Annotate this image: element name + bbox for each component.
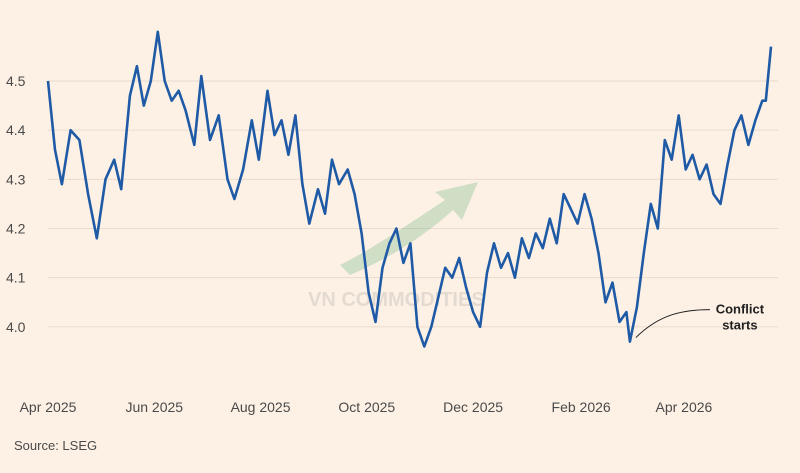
x-tick-label: Apr 2026 [656,399,713,415]
x-tick-label: Aug 2025 [231,399,291,415]
annotation-label: Conflict [716,302,765,317]
y-tick-label: 4.2 [6,221,26,237]
source-note: Source: LSEG [14,438,98,453]
y-axis-ticks: 4.0 4.1 4.2 4.3 4.4 4.5 [6,73,26,335]
series-line [46,30,773,348]
y-tick-label: 4.5 [6,73,26,89]
watermark-arrow-icon [340,182,478,275]
series-group [46,30,773,348]
x-tick-label: Feb 2026 [552,399,611,415]
y-tick-label: 4.1 [6,270,26,286]
y-tick-label: 4.0 [6,319,26,335]
watermark: VN COMMODITIES [308,182,485,311]
line-chart: 4.0 4.1 4.2 4.3 4.4 4.5 Apr 2025 Jun 2025 Aug 2… [6,30,778,415]
annotation-label: starts [722,318,757,333]
x-axis-ticks: Apr 2025 Jun 2025 Aug 2025 Oct 2025 Dec 2025… [20,399,713,415]
annotation-leader-line [635,309,710,338]
x-tick-label: Oct 2025 [338,399,395,415]
y-tick-label: 4.3 [6,171,26,187]
x-tick-label: Apr 2025 [20,399,77,415]
x-tick-label: Jun 2025 [125,399,183,415]
watermark-text: VN COMMODITIES [308,289,485,311]
gridlines [48,80,778,328]
y-tick-label: 4.4 [6,122,26,138]
x-tick-label: Dec 2025 [443,399,503,415]
